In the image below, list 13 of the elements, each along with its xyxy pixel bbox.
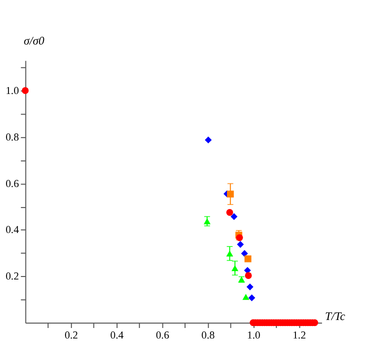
y-tick-label: 0.8 <box>6 131 19 144</box>
y-tick-label: 0.6 <box>6 178 20 190</box>
x-tick-label: 1.0 <box>246 330 260 342</box>
x-tick-label: 0.8 <box>201 330 215 342</box>
y-tick-label: 0.4 <box>6 224 20 236</box>
x-tick-label: 0.2 <box>64 330 78 342</box>
y-tick-label: 0.2 <box>6 270 19 283</box>
x-tick-label: 0.6 <box>156 330 170 342</box>
y-axis-title: σ/σ0 <box>24 34 45 48</box>
x-tick-label: 1.2 <box>292 330 306 342</box>
x-tick-label: 0.4 <box>110 330 124 342</box>
x-axis-title: T/Tc <box>324 310 346 324</box>
y-tick-label: 1.0 <box>6 84 19 97</box>
